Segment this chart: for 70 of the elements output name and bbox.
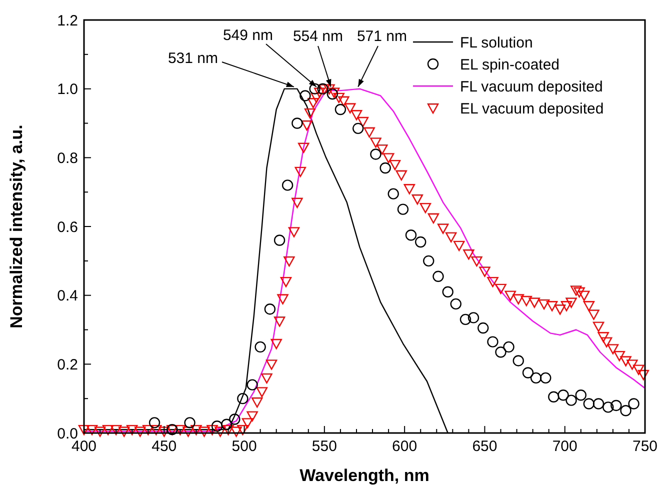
point <box>503 341 514 353</box>
point <box>148 417 160 428</box>
point <box>558 390 569 401</box>
point <box>610 400 622 412</box>
point <box>282 180 294 191</box>
y-tick-label: 0.2 <box>57 356 78 374</box>
legend-label: FL solution <box>460 34 533 52</box>
legend-label: EL vacuum deposited <box>460 100 604 118</box>
point <box>530 372 542 384</box>
annotation: 571 nm <box>356 28 408 45</box>
point <box>540 372 552 384</box>
point <box>221 418 232 430</box>
point <box>522 367 534 378</box>
y-tick-label: 1.2 <box>57 12 78 30</box>
x-tick-label: 550 <box>312 438 337 455</box>
point <box>264 304 276 315</box>
point <box>602 402 614 413</box>
point <box>415 236 426 248</box>
legend-label: FL vacuum deposited <box>460 78 603 96</box>
point <box>450 298 462 310</box>
x-axis-title: Wavelength, nm <box>300 466 430 485</box>
point <box>334 104 346 116</box>
point <box>380 162 391 174</box>
point <box>432 270 444 282</box>
point <box>300 90 311 102</box>
x-tick-label: 600 <box>392 438 418 455</box>
point <box>548 391 560 402</box>
point <box>211 420 223 432</box>
point <box>566 394 577 406</box>
point <box>352 122 364 134</box>
point <box>468 312 480 324</box>
y-tick-label: 0.6 <box>57 218 78 236</box>
y-tick-label: 0.4 <box>57 288 78 305</box>
point <box>592 398 604 410</box>
point <box>292 118 303 129</box>
point <box>487 336 498 348</box>
point <box>495 346 506 358</box>
y-tick-label: 0.8 <box>57 150 78 167</box>
point <box>512 355 524 366</box>
point <box>237 392 248 404</box>
point <box>478 322 489 334</box>
annotation: 554 nm <box>292 28 344 45</box>
point <box>423 255 434 267</box>
y-tick-label: 1.0 <box>57 81 78 98</box>
annotation: 531 nm <box>168 50 218 67</box>
y-axis-title: Normalized intensity, a.u. <box>7 124 26 328</box>
point <box>397 204 409 215</box>
point <box>229 414 240 425</box>
point <box>460 314 472 326</box>
point <box>254 341 266 353</box>
x-tick-label: 500 <box>232 438 257 455</box>
point <box>184 417 196 428</box>
point <box>246 379 258 390</box>
point <box>370 148 382 160</box>
point <box>575 390 586 401</box>
legend-label: EL spin-coated <box>460 56 560 74</box>
point <box>620 405 632 416</box>
x-tick-label: 450 <box>152 438 177 455</box>
x-tick-label: 750 <box>632 438 658 455</box>
x-tick-label: 650 <box>472 438 498 455</box>
point <box>274 234 286 246</box>
x-tick-label: 400 <box>71 438 97 455</box>
point <box>583 398 594 410</box>
x-tick-label: 700 <box>552 438 578 455</box>
point <box>309 83 320 94</box>
point <box>628 398 640 410</box>
point <box>388 188 399 200</box>
point <box>405 230 417 241</box>
point <box>442 286 454 298</box>
annotation: 549 nm <box>222 27 274 44</box>
